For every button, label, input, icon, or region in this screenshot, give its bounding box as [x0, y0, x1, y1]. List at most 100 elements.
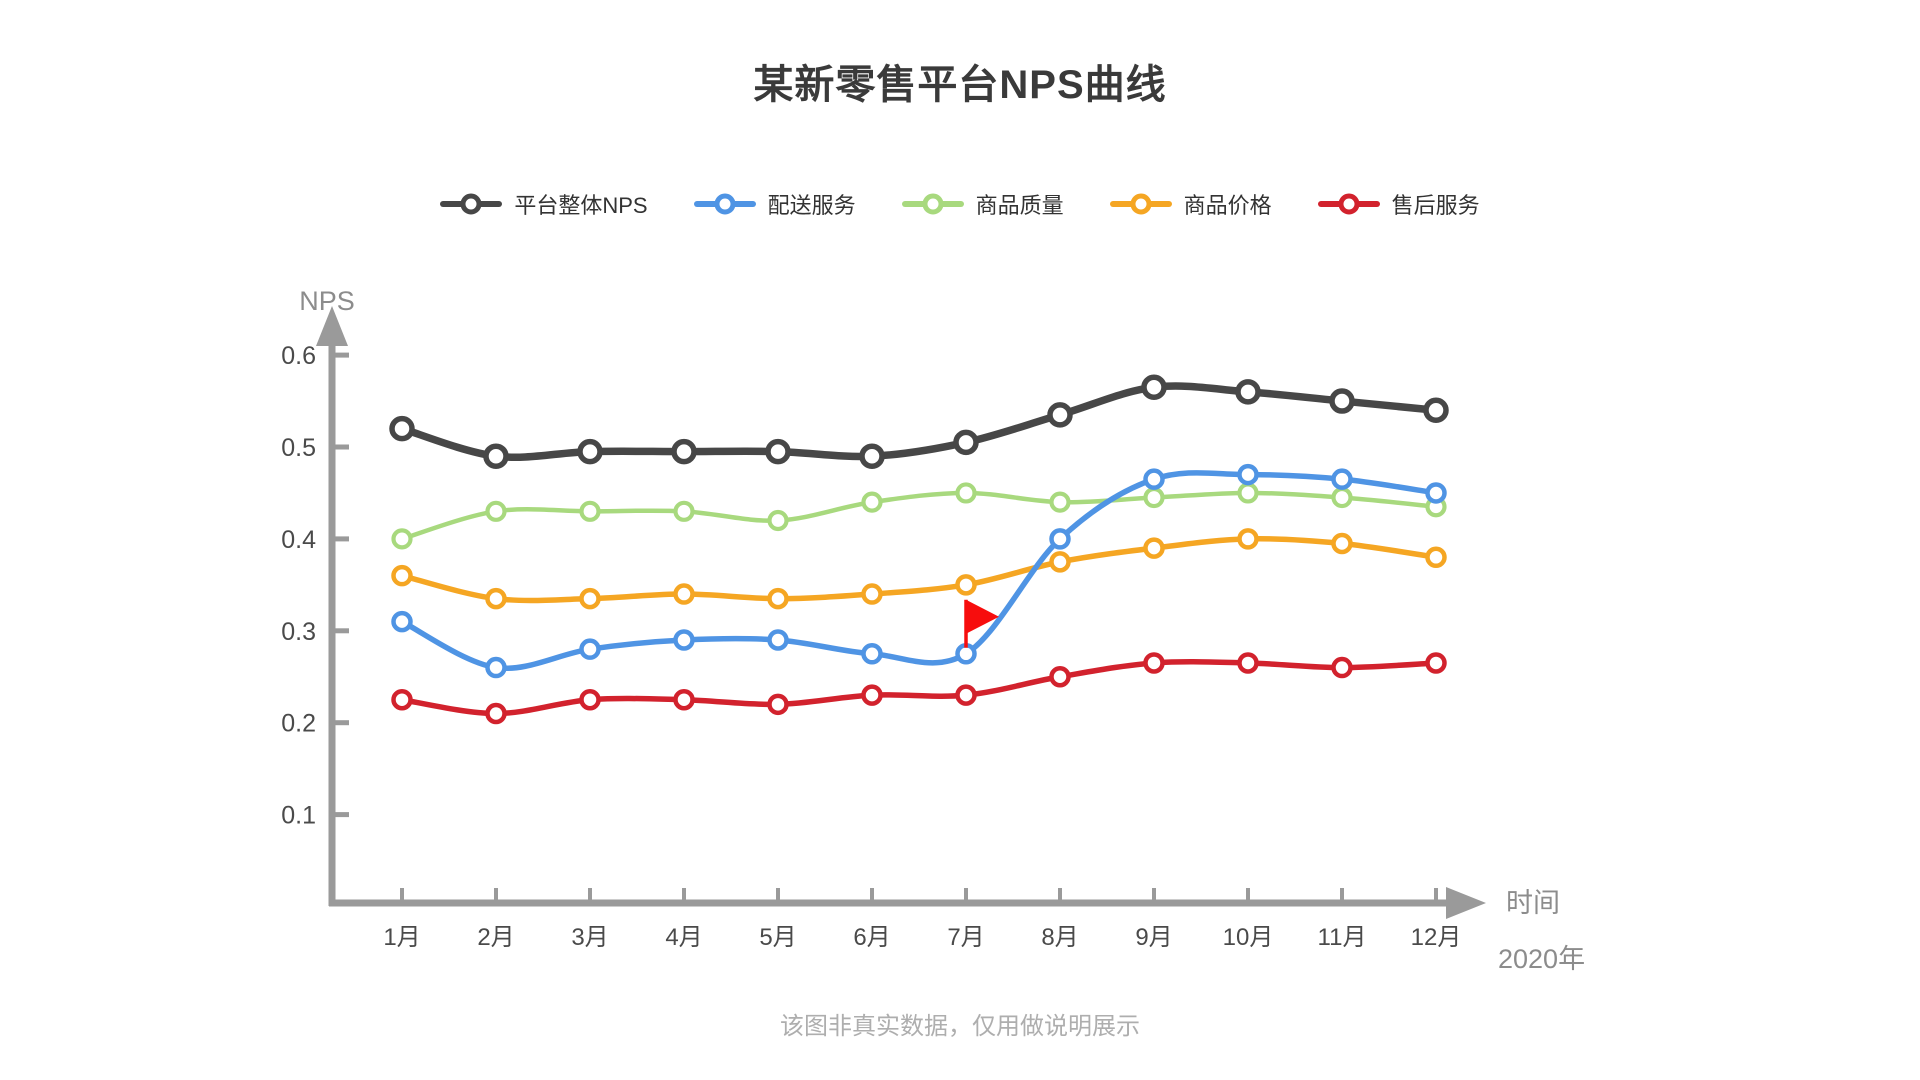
data-point	[767, 693, 789, 716]
series-line	[398, 382, 1440, 462]
x-axis-name: 时间	[1506, 888, 1560, 918]
series-配送服务	[391, 463, 1447, 679]
data-point	[1331, 532, 1353, 555]
x-tick-label: 3月	[571, 924, 608, 951]
data-point	[861, 643, 883, 665]
legend-item-3[interactable]: 商品质量	[901, 188, 1064, 220]
data-point	[1425, 482, 1447, 504]
data-point	[955, 643, 977, 665]
x-tick-label: 7月	[947, 924, 984, 951]
legend-label: 商品价格	[1183, 193, 1272, 218]
data-point	[1047, 402, 1073, 428]
data-point	[485, 656, 507, 679]
data-point	[1331, 656, 1353, 679]
y-tick-label: 0.3	[281, 618, 316, 646]
data-point	[767, 509, 789, 532]
data-point	[955, 574, 977, 596]
data-point	[671, 438, 697, 465]
chart-footnote: 该图非真实数据，仅用做说明展示	[780, 1013, 1140, 1040]
data-point	[1425, 546, 1447, 569]
data-point	[1049, 528, 1071, 550]
y-tick-label: 0.4	[281, 526, 316, 554]
legend-marker-icon	[1109, 192, 1172, 216]
data-point	[485, 702, 507, 725]
flag-annotation	[964, 599, 999, 648]
data-point	[861, 583, 883, 605]
data-point	[1425, 652, 1447, 674]
data-point	[1423, 397, 1449, 423]
data-point	[1331, 468, 1353, 490]
data-point	[577, 438, 603, 465]
data-point	[485, 500, 507, 522]
data-point	[579, 688, 601, 711]
series-line	[399, 470, 1439, 672]
legend-item-1[interactable]: 平台整体NPS	[440, 188, 648, 220]
series-商品质量	[391, 482, 1447, 550]
x-tick-label: 8月	[1041, 924, 1078, 951]
legend-item-4[interactable]: 商品价格	[1109, 188, 1272, 220]
x-axis-year: 2020年	[1498, 944, 1585, 974]
x-tick-label: 1月	[383, 924, 420, 951]
data-point	[579, 587, 601, 610]
data-point	[579, 638, 601, 660]
legend-item-2[interactable]: 配送服务	[693, 188, 856, 220]
data-point	[1143, 486, 1165, 509]
data-point	[1237, 482, 1259, 504]
series-line	[399, 536, 1439, 604]
legend-label: 售后服务	[1391, 193, 1480, 218]
data-point	[391, 528, 413, 550]
y-tick-label: 0.2	[281, 710, 316, 738]
data-point	[391, 688, 413, 711]
y-tick-label: 0.6	[281, 342, 316, 370]
x-tick-label: 2月	[477, 924, 514, 951]
y-tick-label: 0.1	[281, 802, 316, 830]
data-point	[1235, 379, 1261, 405]
data-point	[1237, 463, 1259, 486]
y-axis-name: NPS	[299, 286, 355, 316]
data-point	[1143, 468, 1165, 490]
legend: 平台整体NPS 配送服务 商品质量 商品价格 售后服务	[0, 188, 1920, 220]
data-point	[861, 491, 883, 513]
data-point	[767, 629, 789, 651]
data-point	[861, 684, 883, 706]
data-point	[1237, 528, 1259, 550]
data-point	[765, 438, 791, 465]
data-point	[955, 482, 977, 504]
data-point	[1049, 491, 1071, 513]
data-point	[391, 610, 413, 633]
data-point	[673, 629, 695, 651]
data-point	[389, 415, 415, 442]
legend-marker-dot	[1130, 193, 1152, 215]
x-axis-arrow-icon	[1446, 887, 1486, 919]
data-point	[1331, 486, 1353, 509]
legend-label: 商品质量	[975, 193, 1064, 218]
x-tick-label: 6月	[853, 924, 890, 951]
data-point	[391, 564, 413, 587]
series-平台整体NPS	[389, 374, 1449, 469]
chart-title: 某新零售平台NPS曲线	[753, 63, 1167, 107]
series-line	[399, 659, 1439, 717]
legend-marker-dot	[1338, 193, 1360, 215]
data-point	[1329, 388, 1355, 414]
x-tick-label: 9月	[1135, 924, 1172, 951]
legend-marker-icon	[1317, 192, 1380, 216]
legend-item-5[interactable]: 售后服务	[1317, 188, 1480, 220]
data-point	[1049, 551, 1071, 573]
data-point	[485, 587, 507, 610]
x-tick-label: 11月	[1318, 924, 1367, 951]
data-point	[579, 500, 601, 522]
y-tick-label: 0.5	[281, 434, 316, 462]
legend-marker-dot	[460, 193, 482, 215]
data-point	[673, 688, 695, 711]
data-point	[1237, 652, 1259, 674]
data-point	[1143, 652, 1165, 674]
data-point	[767, 587, 789, 610]
legend-marker-icon	[901, 192, 964, 216]
x-tick-label: 10月	[1223, 924, 1274, 951]
y-axis-arrow-icon	[316, 306, 348, 346]
legend-marker-dot	[714, 193, 736, 215]
data-point	[673, 500, 695, 522]
legend-marker-icon	[440, 192, 503, 216]
legend-marker-dot	[922, 193, 944, 215]
